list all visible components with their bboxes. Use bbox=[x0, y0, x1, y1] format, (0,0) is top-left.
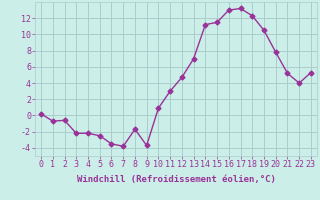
X-axis label: Windchill (Refroidissement éolien,°C): Windchill (Refroidissement éolien,°C) bbox=[76, 175, 276, 184]
